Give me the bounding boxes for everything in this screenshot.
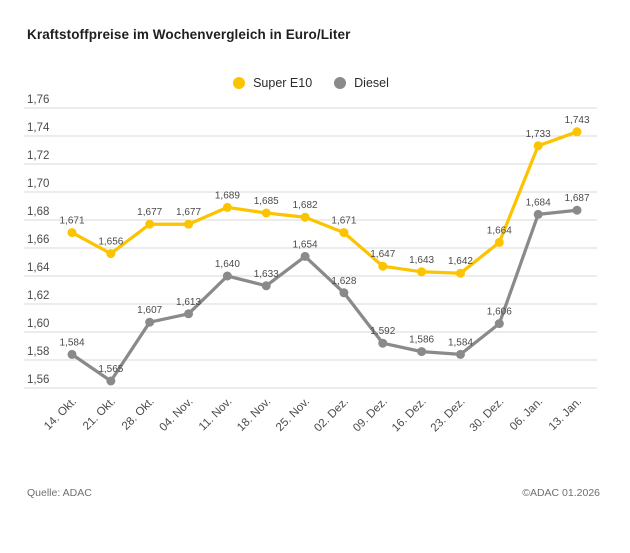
data-point-super-e10 [378,261,388,271]
data-point-super-e10 [572,127,582,137]
data-point-value-label-super-e10: 1,664 [487,225,512,236]
diesel-series-dot-icon [334,77,347,89]
data-point-value-label-diesel: 1,586 [409,335,434,346]
data-point-super-e10 [106,249,116,259]
data-point-diesel [222,271,232,281]
data-point-value-label-diesel: 1,607 [137,305,162,316]
data-point-diesel [455,349,465,359]
chart-legend: Super E10 Diesel [0,76,622,90]
data-point-super-e10 [184,219,194,229]
x-axis-tick-label: 02. Dez. [312,396,351,435]
x-axis-tick-label: 11. Nov. [197,396,235,434]
data-point-value-label-super-e10: 1,656 [98,237,123,248]
data-point-diesel [533,209,543,219]
y-axis-tick-label: 1,58 [27,346,49,358]
data-point-super-e10 [261,208,271,218]
chart-title: Kraftstoffpreise im Wochenvergleich in E… [27,27,351,42]
x-axis-tick-label: 04. Nov. [157,396,195,434]
fuel-price-line-chart: 1,76 1,74 1,72 1,70 1,68 1,66 1,64 1,62 1,60 1,58… [24,94,597,435]
data-point-super-e10 [533,141,543,151]
data-point-value-label-diesel: 1,584 [448,337,473,348]
x-axis-tick-label: 18. Nov. [235,396,273,434]
legend-item-super-e10: Super E10 [233,76,312,90]
data-point-value-label-super-e10: 1,685 [254,196,279,207]
data-point-value-label-super-e10: 1,643 [409,255,434,266]
data-point-diesel [417,347,427,357]
data-point-diesel [339,288,349,298]
y-axis-tick-label: 1,76 [27,94,49,106]
data-point-value-label-super-e10: 1,677 [176,207,201,218]
x-axis-tick-label: 25. Nov. [274,396,312,434]
data-point-diesel [184,309,194,319]
y-axis-tick-label: 1,70 [27,178,49,190]
data-point-value-label-diesel: 1,687 [564,193,589,204]
source-text: Quelle: ADAC [27,487,92,499]
data-point-diesel [494,319,504,329]
series-line-super-e10 [70,130,579,275]
data-point-super-e10 [145,219,155,229]
y-axis-tick-label: 1,56 [27,374,49,386]
data-point-super-e10 [339,228,349,238]
x-axis-tick-label: 06. Jan. [508,396,545,433]
legend-label-diesel: Diesel [354,76,389,90]
data-point-value-label-diesel: 1,640 [215,259,240,270]
super-e10-series-dot-icon [233,77,246,89]
data-point-value-label-diesel: 1,654 [293,239,318,250]
x-axis-tick-label: 13. Jan. [547,396,584,433]
data-point-super-e10 [417,267,427,277]
data-point-diesel [300,251,310,261]
series-line-diesel [70,208,579,383]
chart-footer: Quelle: ADAC ©ADAC 01.2026 [27,487,600,499]
data-point-value-label-diesel: 1,584 [59,337,84,348]
y-axis-tick-label: 1,64 [27,262,50,274]
x-axis-tick-label: 16. Dez. [390,396,429,435]
data-point-value-label-super-e10: 1,743 [564,115,589,126]
data-point-value-label-diesel: 1,633 [254,269,279,280]
data-point-super-e10 [222,202,232,212]
x-axis-tick-label: 14. Okt. [42,396,79,433]
data-point-diesel [378,338,388,348]
x-axis-tick-label: 28. Okt. [120,396,157,433]
data-point-super-e10 [67,228,77,238]
data-point-diesel [145,317,155,327]
data-point-diesel [67,349,77,359]
x-axis-tick-label: 30. Dez. [468,396,507,435]
data-point-value-label-diesel: 1,684 [526,197,551,208]
data-point-diesel [106,376,116,386]
data-point-value-label-super-e10: 1,647 [370,249,395,260]
legend-label-super-e10: Super E10 [253,76,313,90]
data-point-value-label-diesel: 1,592 [370,326,395,337]
y-axis-tick-label: 1,60 [27,318,49,330]
data-point-value-label-super-e10: 1,733 [526,129,551,140]
data-point-diesel [261,281,271,291]
data-point-value-label-super-e10: 1,642 [448,256,473,267]
data-point-super-e10 [300,212,310,222]
y-axis-tick-label: 1,72 [27,150,49,162]
copyright-text: ©ADAC 01.2026 [522,487,600,499]
y-axis-tick-label: 1,66 [27,234,49,246]
data-point-value-label-super-e10: 1,671 [331,216,356,227]
data-point-super-e10 [494,237,504,247]
data-point-value-label-diesel: 1,565 [98,364,123,375]
x-axis-tick-label: 21. Okt. [81,396,118,433]
y-axis-tick-label: 1,62 [27,290,49,302]
data-point-value-label-diesel: 1,613 [176,297,201,308]
y-axis-tick-label: 1,68 [27,206,49,218]
data-point-value-label-super-e10: 1,677 [137,207,162,218]
data-point-value-label-diesel: 1,606 [487,307,512,318]
data-point-value-label-super-e10: 1,671 [59,216,84,227]
data-point-value-label-super-e10: 1,689 [215,190,240,201]
x-axis-tick-label: 09. Dez. [351,396,390,435]
data-point-value-label-diesel: 1,628 [331,276,356,287]
y-axis-tick-label: 1,74 [27,122,50,134]
x-axis-tick-label: 23. Dez. [429,396,468,435]
legend-item-diesel: Diesel [334,76,389,90]
data-point-super-e10 [455,268,465,278]
data-point-value-label-super-e10: 1,682 [293,200,318,211]
data-point-diesel [572,205,582,215]
